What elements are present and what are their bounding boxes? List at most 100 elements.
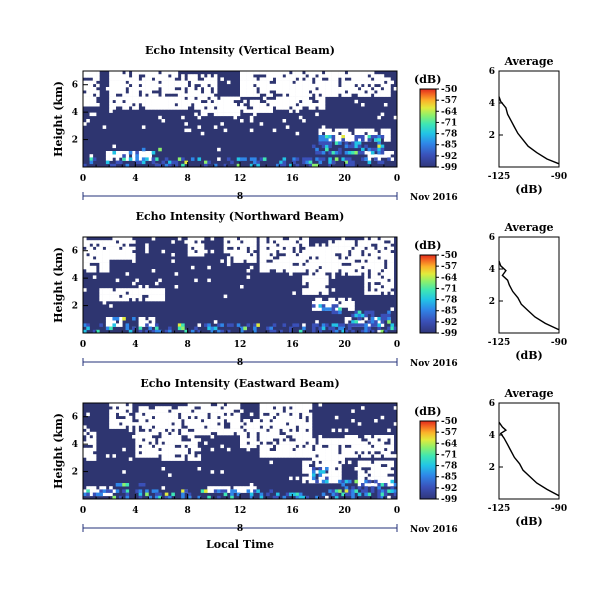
missing-cell (328, 77, 332, 81)
missing-cell (246, 93, 251, 97)
missing-cell (92, 243, 97, 247)
missing-cell (99, 269, 103, 273)
missing-cell (285, 409, 290, 413)
echo-cell (223, 492, 228, 497)
missing-cell (217, 419, 221, 423)
missing-cell (83, 253, 87, 257)
missing-cell (370, 249, 375, 254)
missing-cell (145, 83, 149, 88)
echo-cell (377, 492, 381, 497)
missing-cell (351, 249, 355, 254)
missing-cell (249, 74, 254, 78)
missing-cell (230, 249, 234, 254)
missing-cell (331, 269, 336, 273)
missing-cell (298, 77, 303, 81)
missing-cell (194, 112, 198, 117)
missing-cell (184, 240, 188, 244)
missing-cell (282, 435, 287, 439)
echo-cell (83, 329, 87, 334)
missing-cell (275, 422, 280, 426)
missing-cell (125, 93, 130, 97)
missing-cell (213, 415, 218, 420)
missing-cell (194, 438, 198, 442)
echo-cell (308, 160, 313, 165)
missing-cell (86, 83, 90, 88)
missing-cell (187, 99, 192, 104)
missing-cell (364, 71, 368, 75)
missing-cell (328, 93, 332, 97)
missing-cell (164, 425, 169, 429)
missing-cell (364, 285, 368, 289)
echo-cell (141, 157, 146, 161)
missing-cell (298, 409, 303, 413)
missing-cell (305, 256, 309, 260)
echo-cell (390, 323, 395, 327)
missing-cell (122, 447, 126, 452)
missing-cell (96, 103, 100, 107)
missing-cell (308, 422, 313, 426)
missing-cell (226, 106, 231, 110)
missing-cell (374, 256, 378, 260)
missing-cell (308, 415, 313, 420)
x-tick-label: 0 (394, 340, 400, 350)
missing-cell (305, 265, 309, 270)
missing-cell (223, 415, 228, 420)
date-label: Nov 2016 (410, 359, 458, 369)
missing-cell (302, 275, 306, 279)
missing-cell (344, 83, 349, 88)
missing-cell (246, 71, 251, 75)
average-x-label: (dB) (515, 515, 542, 528)
missing-cell (141, 154, 146, 158)
missing-cell (249, 237, 254, 241)
missing-cell (351, 301, 355, 305)
missing-cell (292, 99, 296, 104)
echo-cell (145, 157, 149, 161)
missing-cell (285, 71, 290, 75)
missing-cell (282, 415, 287, 420)
missing-cell (132, 240, 136, 244)
missing-cell (240, 435, 244, 439)
missing-cell (325, 253, 329, 257)
echo-cell (383, 483, 388, 487)
echo-cell (331, 310, 336, 315)
missing-cell (344, 269, 349, 273)
echo-cell (338, 489, 342, 493)
missing-cell (259, 87, 264, 91)
missing-cell (230, 425, 234, 429)
missing-cell (105, 317, 110, 321)
missing-cell (135, 278, 139, 283)
missing-cell (266, 99, 270, 104)
missing-cell (181, 441, 185, 445)
missing-cell (318, 249, 323, 254)
missing-cell (377, 441, 381, 445)
missing-cell (370, 441, 375, 445)
missing-cell (210, 412, 215, 417)
missing-cell (240, 431, 244, 436)
echo-cell (347, 157, 352, 161)
echo-cell (289, 163, 293, 168)
missing-cell (148, 103, 152, 107)
missing-cell (341, 460, 345, 465)
missing-cell (230, 253, 234, 257)
missing-cell (145, 435, 149, 439)
missing-cell (325, 83, 329, 88)
echo-cell (99, 492, 103, 497)
missing-cell (115, 151, 120, 155)
average-profile-line (498, 260, 560, 331)
missing-cell (308, 447, 313, 452)
missing-cell (374, 476, 378, 481)
missing-cell (370, 259, 375, 263)
missing-cell (112, 74, 117, 78)
missing-cell (334, 473, 339, 477)
missing-cell (158, 406, 162, 410)
missing-cell (236, 256, 241, 260)
missing-cell (154, 419, 159, 423)
missing-cell (249, 249, 254, 254)
missing-cell (311, 275, 316, 279)
echo-cell (151, 151, 156, 155)
missing-cell (338, 428, 342, 433)
missing-cell (282, 87, 287, 91)
missing-cell (223, 237, 228, 241)
echo-cell (331, 307, 336, 311)
missing-cell (354, 131, 359, 136)
